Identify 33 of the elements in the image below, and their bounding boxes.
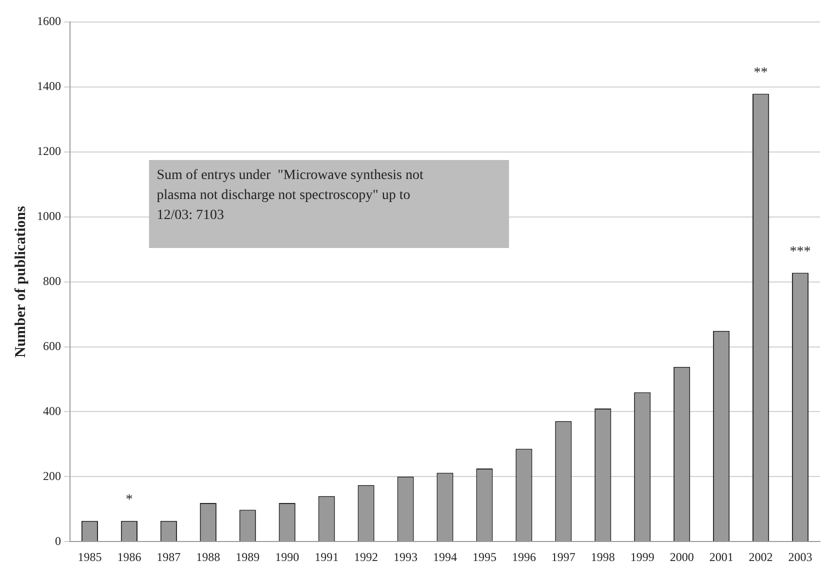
x-tick-label: 1986 bbox=[117, 550, 142, 564]
x-tick-label: 1998 bbox=[590, 550, 615, 564]
y-tick-label: 1600 bbox=[37, 14, 61, 28]
x-tick-label: 2000 bbox=[670, 550, 694, 564]
x-tick-label: 1987 bbox=[156, 550, 181, 564]
y-tick-label: 1000 bbox=[37, 209, 61, 224]
x-tick-label: 2001 bbox=[709, 550, 734, 564]
y-tick-label: 200 bbox=[43, 468, 61, 483]
x-tick-label: 1991 bbox=[314, 550, 339, 564]
x-tick-label: 1994 bbox=[433, 550, 457, 564]
y-tick-label: 400 bbox=[43, 404, 61, 418]
x-tick-label: 1985 bbox=[78, 550, 102, 564]
y-tick-label: 1200 bbox=[37, 144, 61, 158]
x-tick-label: 1993 bbox=[394, 550, 418, 564]
x-tick-label: 2003 bbox=[788, 550, 812, 564]
annotation: ** bbox=[754, 65, 768, 80]
x-tick-label: 1989 bbox=[236, 550, 260, 564]
y-tick-label: 600 bbox=[43, 338, 61, 353]
note-box: Sum of entrys under "Microwave synthesis not plasma not discharge not spectroscopy" up to 12/03: 7103 bbox=[148, 160, 509, 248]
x-tick-label: 1999 bbox=[630, 550, 654, 564]
x-tick-label: 1996 bbox=[512, 550, 536, 564]
x-tick-label: 1995 bbox=[472, 550, 496, 564]
y-tick-label: 800 bbox=[43, 274, 61, 288]
x-tick-label: 1992 bbox=[354, 550, 378, 564]
y-axis-title: Number of publications bbox=[12, 206, 29, 358]
x-tick-label: 1988 bbox=[196, 550, 220, 564]
y-tick-label: 1400 bbox=[37, 79, 61, 94]
x-tick-label: 1990 bbox=[275, 550, 300, 564]
annotation: *** bbox=[790, 244, 811, 260]
y-tick-label: 0 bbox=[55, 534, 61, 548]
annotation: * bbox=[126, 492, 133, 508]
x-tick-label: 2002 bbox=[748, 550, 773, 564]
x-tick-label: 1997 bbox=[551, 550, 576, 564]
